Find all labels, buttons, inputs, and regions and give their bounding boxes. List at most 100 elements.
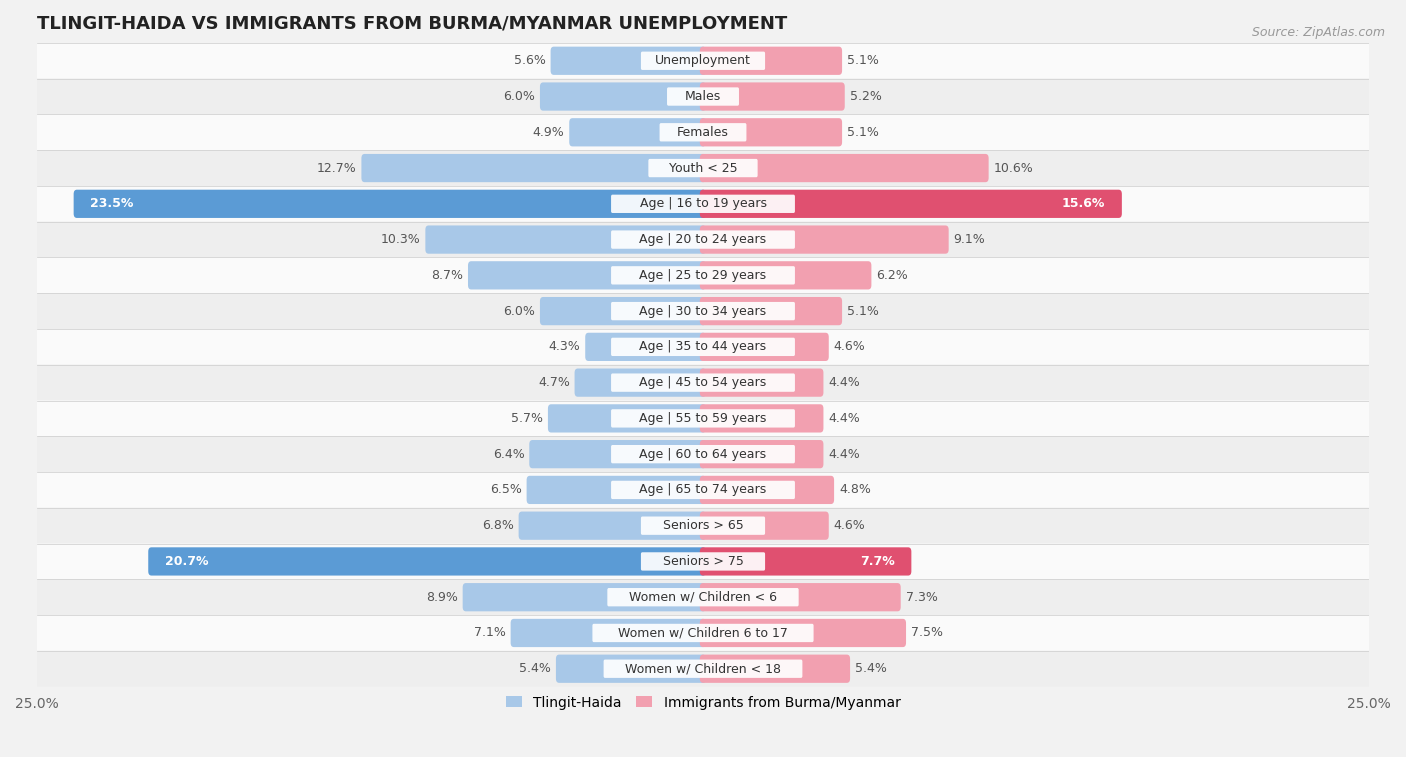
- FancyBboxPatch shape: [37, 79, 1369, 114]
- Text: 6.4%: 6.4%: [492, 447, 524, 461]
- FancyBboxPatch shape: [641, 51, 765, 70]
- FancyBboxPatch shape: [700, 333, 828, 361]
- Text: 7.1%: 7.1%: [474, 627, 506, 640]
- Text: 6.5%: 6.5%: [489, 484, 522, 497]
- FancyBboxPatch shape: [612, 445, 794, 463]
- FancyBboxPatch shape: [700, 47, 842, 75]
- Text: Age | 20 to 24 years: Age | 20 to 24 years: [640, 233, 766, 246]
- Text: 7.7%: 7.7%: [860, 555, 894, 568]
- FancyBboxPatch shape: [700, 440, 824, 469]
- Text: 5.7%: 5.7%: [512, 412, 543, 425]
- FancyBboxPatch shape: [700, 618, 905, 647]
- FancyBboxPatch shape: [659, 123, 747, 142]
- Text: Females: Females: [678, 126, 728, 139]
- FancyBboxPatch shape: [468, 261, 706, 289]
- FancyBboxPatch shape: [548, 404, 706, 432]
- FancyBboxPatch shape: [37, 579, 1369, 615]
- FancyBboxPatch shape: [37, 43, 1369, 79]
- Text: 4.7%: 4.7%: [538, 376, 569, 389]
- FancyBboxPatch shape: [612, 338, 794, 356]
- Text: Age | 60 to 64 years: Age | 60 to 64 years: [640, 447, 766, 461]
- FancyBboxPatch shape: [700, 476, 834, 504]
- FancyBboxPatch shape: [37, 615, 1369, 651]
- Text: Youth < 25: Youth < 25: [669, 161, 737, 175]
- Text: Age | 16 to 19 years: Age | 16 to 19 years: [640, 198, 766, 210]
- FancyBboxPatch shape: [612, 266, 794, 285]
- FancyBboxPatch shape: [607, 588, 799, 606]
- FancyBboxPatch shape: [510, 618, 706, 647]
- Legend: Tlingit-Haida, Immigrants from Burma/Myanmar: Tlingit-Haida, Immigrants from Burma/Mya…: [501, 690, 905, 715]
- Text: 4.6%: 4.6%: [834, 519, 865, 532]
- FancyBboxPatch shape: [700, 547, 911, 575]
- FancyBboxPatch shape: [585, 333, 706, 361]
- FancyBboxPatch shape: [529, 440, 706, 469]
- Text: Age | 65 to 74 years: Age | 65 to 74 years: [640, 484, 766, 497]
- FancyBboxPatch shape: [37, 114, 1369, 150]
- Text: Age | 30 to 34 years: Age | 30 to 34 years: [640, 304, 766, 318]
- Text: 5.4%: 5.4%: [519, 662, 551, 675]
- FancyBboxPatch shape: [37, 651, 1369, 687]
- FancyBboxPatch shape: [648, 159, 758, 177]
- FancyBboxPatch shape: [612, 302, 794, 320]
- Text: Age | 25 to 29 years: Age | 25 to 29 years: [640, 269, 766, 282]
- Text: Source: ZipAtlas.com: Source: ZipAtlas.com: [1251, 26, 1385, 39]
- FancyBboxPatch shape: [37, 186, 1369, 222]
- FancyBboxPatch shape: [37, 508, 1369, 544]
- FancyBboxPatch shape: [463, 583, 706, 612]
- FancyBboxPatch shape: [666, 87, 740, 106]
- FancyBboxPatch shape: [700, 190, 1122, 218]
- Text: 6.0%: 6.0%: [503, 304, 536, 318]
- Text: 7.5%: 7.5%: [911, 627, 943, 640]
- FancyBboxPatch shape: [612, 410, 794, 428]
- Text: 5.1%: 5.1%: [846, 55, 879, 67]
- Text: TLINGIT-HAIDA VS IMMIGRANTS FROM BURMA/MYANMAR UNEMPLOYMENT: TLINGIT-HAIDA VS IMMIGRANTS FROM BURMA/M…: [37, 15, 787, 33]
- FancyBboxPatch shape: [612, 230, 794, 249]
- Text: 4.4%: 4.4%: [828, 447, 860, 461]
- FancyBboxPatch shape: [426, 226, 706, 254]
- Text: 6.0%: 6.0%: [503, 90, 536, 103]
- FancyBboxPatch shape: [569, 118, 706, 146]
- Text: 15.6%: 15.6%: [1062, 198, 1105, 210]
- Text: Women w/ Children 6 to 17: Women w/ Children 6 to 17: [619, 627, 787, 640]
- FancyBboxPatch shape: [527, 476, 706, 504]
- FancyBboxPatch shape: [540, 83, 706, 111]
- Text: Age | 55 to 59 years: Age | 55 to 59 years: [640, 412, 766, 425]
- FancyBboxPatch shape: [37, 257, 1369, 293]
- Text: 6.2%: 6.2%: [876, 269, 908, 282]
- Text: 4.3%: 4.3%: [548, 341, 581, 354]
- FancyBboxPatch shape: [612, 373, 794, 392]
- Text: 4.9%: 4.9%: [533, 126, 564, 139]
- Text: 9.1%: 9.1%: [953, 233, 986, 246]
- FancyBboxPatch shape: [612, 195, 794, 213]
- FancyBboxPatch shape: [612, 481, 794, 499]
- Text: Women w/ Children < 18: Women w/ Children < 18: [626, 662, 780, 675]
- FancyBboxPatch shape: [73, 190, 706, 218]
- FancyBboxPatch shape: [148, 547, 706, 575]
- FancyBboxPatch shape: [700, 118, 842, 146]
- FancyBboxPatch shape: [37, 222, 1369, 257]
- Text: 4.6%: 4.6%: [834, 341, 865, 354]
- Text: 5.2%: 5.2%: [849, 90, 882, 103]
- Text: Age | 45 to 54 years: Age | 45 to 54 years: [640, 376, 766, 389]
- FancyBboxPatch shape: [37, 365, 1369, 400]
- FancyBboxPatch shape: [700, 261, 872, 289]
- Text: Males: Males: [685, 90, 721, 103]
- FancyBboxPatch shape: [700, 404, 824, 432]
- FancyBboxPatch shape: [700, 512, 828, 540]
- FancyBboxPatch shape: [37, 293, 1369, 329]
- FancyBboxPatch shape: [603, 659, 803, 678]
- FancyBboxPatch shape: [700, 369, 824, 397]
- Text: Unemployment: Unemployment: [655, 55, 751, 67]
- Text: Age | 35 to 44 years: Age | 35 to 44 years: [640, 341, 766, 354]
- Text: 8.9%: 8.9%: [426, 590, 458, 603]
- Text: Women w/ Children < 6: Women w/ Children < 6: [628, 590, 778, 603]
- Text: 10.3%: 10.3%: [381, 233, 420, 246]
- Text: Seniors > 75: Seniors > 75: [662, 555, 744, 568]
- FancyBboxPatch shape: [37, 329, 1369, 365]
- FancyBboxPatch shape: [700, 297, 842, 326]
- Text: 4.4%: 4.4%: [828, 376, 860, 389]
- FancyBboxPatch shape: [37, 472, 1369, 508]
- FancyBboxPatch shape: [519, 512, 706, 540]
- Text: 12.7%: 12.7%: [316, 161, 357, 175]
- Text: 7.3%: 7.3%: [905, 590, 938, 603]
